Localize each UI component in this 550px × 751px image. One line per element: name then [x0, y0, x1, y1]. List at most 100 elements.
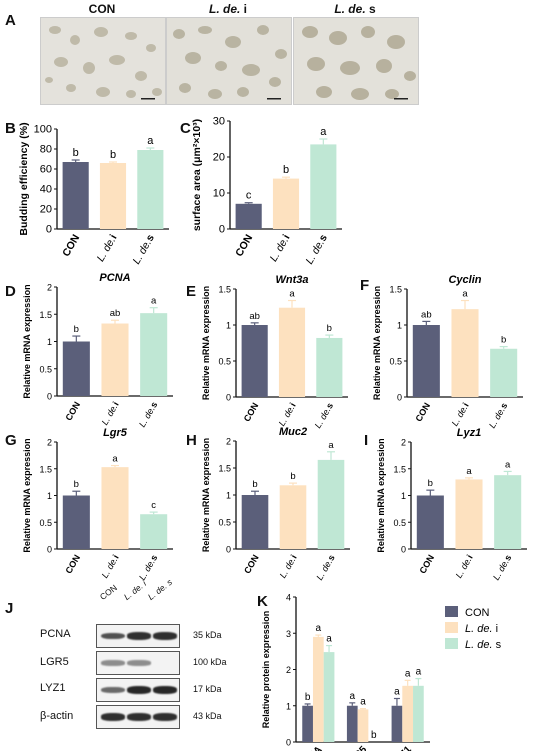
blot-band	[153, 686, 177, 694]
panel-letter-f: F	[360, 277, 370, 294]
y-axis-label: Relative mRNA expression	[22, 438, 32, 552]
chart-title: Lgr5	[103, 427, 128, 439]
micrograph-con	[40, 17, 166, 105]
blot-band	[127, 686, 151, 694]
y-axis-label: Relative mRNA expression	[22, 284, 32, 398]
bar	[99, 163, 127, 229]
blot-band	[127, 632, 151, 640]
y-tick-label: 0	[47, 392, 52, 402]
micrograph-lde-i-image	[167, 18, 291, 104]
y-tick-label: 1	[397, 321, 402, 331]
x-tick-label: L. de.s	[303, 232, 330, 266]
y-tick-label: 0	[47, 545, 52, 555]
significance-letter: b	[428, 478, 433, 489]
bar	[137, 150, 164, 229]
significance-letter: a	[349, 691, 355, 702]
y-tick-label: 1	[226, 491, 231, 501]
panel-letter-i: I	[364, 432, 369, 449]
blot-box-pcna	[96, 624, 180, 648]
bar	[62, 495, 90, 549]
blot-kda-lgr5: 100 kDa	[193, 657, 227, 667]
chart-h: 0 0.5 1 1.5 2 Relative mRNA expression Muc2 b b a…	[201, 426, 350, 582]
bar	[346, 705, 358, 742]
x-tick-label: CON	[413, 401, 432, 423]
significance-letter: ab	[421, 309, 432, 320]
x-tick-label: LGR5	[342, 744, 369, 751]
micrograph-title-lde-s: L. de. s	[334, 2, 376, 16]
panel-letter-a: A	[5, 12, 16, 29]
bar	[302, 705, 313, 742]
legend-swatch	[445, 622, 458, 633]
y-tick-label: 0.5	[39, 364, 52, 374]
x-tick-label: LYZ1	[389, 744, 414, 751]
significance-letter: b	[371, 730, 377, 741]
significance-letter: a	[405, 668, 411, 679]
y-tick-label: 30	[213, 116, 225, 128]
panel-letter-k: K	[257, 593, 268, 610]
y-tick-label: 1.5	[218, 285, 231, 295]
bar	[391, 705, 403, 742]
x-tick-label: L. de.i	[95, 232, 120, 263]
y-tick-label: 0	[46, 224, 52, 236]
bar	[241, 325, 268, 397]
y-tick-label: 1	[47, 491, 52, 501]
bar	[317, 459, 345, 549]
bar	[101, 323, 129, 396]
chart-title: Lyz1	[457, 427, 481, 439]
micrograph-title-lde-i: L. de. i	[208, 2, 247, 16]
y-tick-label: 2	[47, 438, 52, 448]
x-tick-label: L. de.s	[487, 401, 509, 430]
micrograph-lde-i	[166, 17, 292, 105]
significance-letter: b	[74, 324, 79, 335]
bar	[416, 495, 444, 549]
x-tick-label: L. de.s	[137, 400, 159, 429]
chart-title: PCNA	[99, 272, 130, 284]
significance-letter: b	[110, 149, 116, 161]
blot-kda-pcna: 35 kDa	[193, 630, 222, 640]
x-tick-label: L. de.i	[277, 401, 298, 428]
y-tick-label: 10	[213, 188, 225, 200]
significance-letter: a	[360, 697, 366, 708]
blot-band	[101, 686, 125, 694]
blot-kda-lyz1: 17 kDa	[193, 684, 222, 694]
bar	[413, 685, 424, 742]
x-tick-label: L. de.s	[313, 401, 335, 430]
significance-letter: a	[316, 623, 322, 634]
significance-letter: b	[290, 471, 295, 482]
chart-d: 0 0.5 1 1.5 2 Relative mRNA expression PCNA b ab…	[22, 272, 173, 429]
bar	[279, 485, 307, 549]
y-axis-label: Relative mRNA expression	[376, 438, 386, 552]
significance-letter: a	[466, 466, 472, 477]
y-tick-label: 0.5	[218, 518, 231, 528]
bar	[235, 203, 262, 229]
micrograph-title-con: CON	[88, 2, 116, 16]
chart-c: 0 10 20 30 surface area (μm²×10³) c b a CON L. de…	[191, 116, 342, 266]
y-tick-label: 2	[47, 283, 52, 293]
micrograph-lde-s	[293, 17, 419, 105]
y-tick-label: 1.5	[218, 464, 231, 474]
x-tick-label: CON	[242, 553, 261, 575]
chart-title: Wnt3a	[276, 274, 309, 286]
blot-kda-bactin: 43 kDa	[193, 711, 222, 721]
y-tick-label: 80	[40, 144, 52, 156]
y-tick-label: 4	[286, 593, 291, 603]
y-axis-label: Relative protein expression	[261, 611, 271, 729]
y-axis-label: Budding efficiency (%)	[18, 122, 30, 235]
blot-band	[153, 632, 177, 640]
significance-letter: ab	[249, 311, 260, 322]
blot-band	[101, 632, 125, 640]
significance-letter: a	[320, 126, 327, 138]
bar	[323, 652, 335, 742]
y-tick-label: 0.5	[39, 518, 52, 528]
chart-g: 0 0.5 1 1.5 2 Relative mRNA expression Lgr5 b a c…	[22, 427, 173, 582]
bar	[241, 495, 269, 549]
panel-letter-b: B	[5, 120, 16, 137]
y-tick-label: 1	[286, 701, 291, 711]
x-tick-label: L. de.i	[268, 232, 293, 263]
bar	[312, 636, 324, 742]
y-tick-label: 40	[40, 184, 52, 196]
x-tick-label: CON	[233, 233, 255, 259]
significance-letter: b	[501, 335, 506, 346]
panel-letter-g: G	[5, 432, 17, 449]
